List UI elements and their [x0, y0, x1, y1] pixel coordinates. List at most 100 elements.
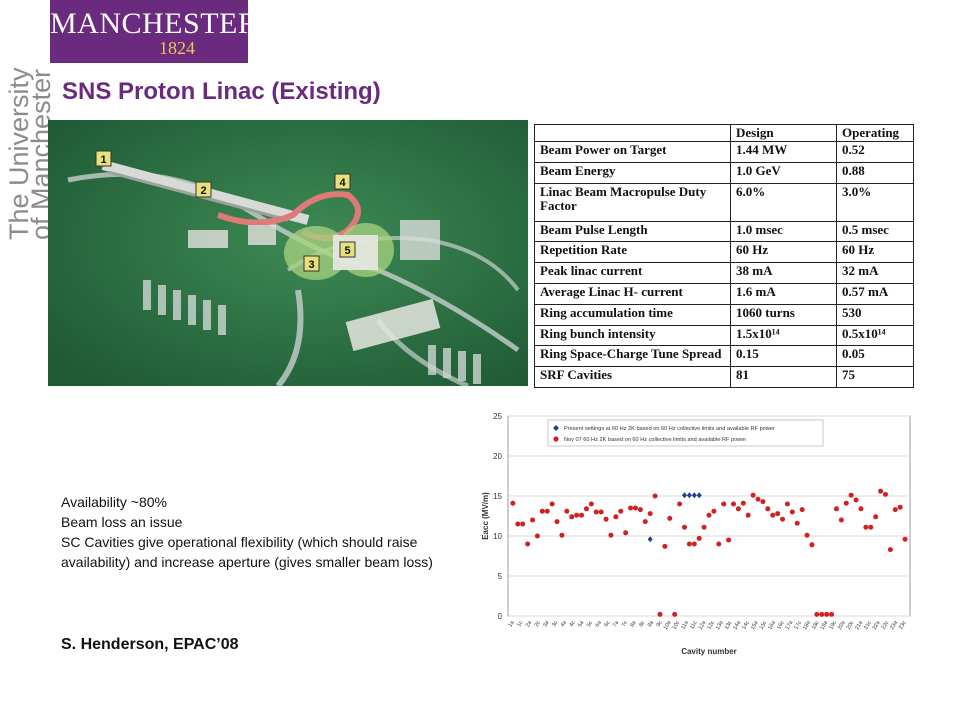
x-tick-label: 6c	[603, 620, 611, 628]
table-row: Beam Power on Target 1.44 MW 0.52	[534, 141, 914, 163]
data-point-nov07	[868, 524, 874, 530]
logo-name: MANCHESTER	[50, 7, 259, 40]
x-tick-label: 5a	[577, 619, 586, 628]
table-cell-design: 1.44 MW	[730, 141, 837, 163]
data-point-nov07	[755, 496, 761, 502]
parameter-table: Design Operating Beam Power on Target 1.4…	[534, 124, 914, 388]
x-tick-label: 23a	[889, 619, 899, 631]
y-tick-label: 10	[493, 532, 502, 541]
data-point-nov07	[887, 547, 893, 553]
x-axis-label: Cavity number	[681, 647, 737, 656]
table-cell-operating: 0.5 msec	[836, 220, 914, 243]
x-tick-label: 11c	[689, 620, 699, 631]
table-row: Ring accumulation time 1060 turns 530	[534, 303, 914, 326]
note-availability: Availability ~80%	[61, 494, 167, 510]
x-tick-label: 4c	[569, 620, 577, 628]
data-point-nov07	[672, 611, 678, 617]
y-axis-label: Eacc (MV/m)	[481, 492, 490, 540]
data-point-nov07	[525, 541, 531, 547]
data-point-nov07	[740, 500, 746, 506]
x-tick-label: 7a	[612, 619, 621, 628]
vertical-brand: The University of Manchester	[0, 67, 56, 240]
data-point-nov07	[686, 541, 692, 547]
table-cell-operating: 0.57 mA	[836, 282, 914, 305]
marker-1-label: 1	[100, 154, 106, 166]
data-point-nov07	[667, 515, 673, 521]
y-tick-label: 5	[498, 572, 503, 581]
data-point-nov07	[716, 541, 722, 547]
x-tick-label: 16c	[776, 620, 786, 631]
marker-1	[95, 150, 112, 167]
marker-5-label: 5	[344, 245, 350, 257]
data-point-present	[686, 492, 692, 499]
table-row: Beam Energy 1.0 GeV 0.88	[534, 161, 914, 184]
data-point-nov07	[637, 507, 643, 513]
x-tick-label: 18c	[811, 620, 821, 631]
data-point-nov07	[853, 497, 859, 503]
x-tick-label: 11a	[680, 619, 690, 630]
legend-marker-0	[553, 425, 559, 431]
data-point-nov07	[544, 508, 550, 514]
data-point-nov07	[618, 508, 624, 514]
x-tick-label: 7c	[621, 620, 629, 628]
data-point-nov07	[780, 516, 786, 522]
table-cell-operating: 32 mA	[836, 262, 914, 284]
table-cell-parameter: Average Linac H- current	[534, 282, 731, 305]
data-point-nov07	[789, 509, 795, 515]
table-row: Linac Beam Macropulse Duty Factor 6.0% 3.0…	[534, 182, 914, 222]
data-point-present	[681, 492, 687, 499]
data-point-nov07	[745, 512, 751, 518]
data-point-nov07	[902, 536, 908, 542]
data-point-nov07	[549, 501, 555, 507]
marker-2	[195, 181, 212, 198]
table-row: Peak linac current 38 mA 32 mA	[534, 262, 914, 284]
table-cell-operating: 75	[836, 366, 914, 388]
table-row: Ring bunch intensity 1.5x10¹⁴ 0.5x10¹⁴	[534, 324, 914, 347]
data-point-nov07	[608, 532, 614, 538]
data-point-nov07	[897, 504, 903, 510]
data-point-present	[647, 536, 653, 543]
data-point-nov07	[765, 506, 771, 512]
table-cell-design: 0.15	[730, 345, 837, 368]
data-point-nov07	[583, 506, 589, 512]
data-point-nov07	[784, 501, 790, 507]
y-tick-label: 20	[493, 452, 502, 461]
sns-site-aerial-image: 1 2 3 4 5	[48, 120, 528, 386]
table-cell-parameter: Ring bunch intensity	[534, 324, 731, 347]
data-point-nov07	[588, 501, 594, 507]
data-point-nov07	[603, 516, 609, 522]
table-cell-design: 1.5x10¹⁴	[730, 324, 837, 347]
table-cell-design: 38 mA	[730, 262, 837, 284]
table-cell-parameter: Repetition Rate	[534, 241, 731, 264]
x-tick-label: 12a	[698, 619, 708, 631]
table-header-parameter	[534, 124, 731, 142]
x-tick-label: 5c	[586, 620, 594, 628]
university-logo: MANCHESTER 1824	[50, 0, 259, 63]
x-tick-label: 17c	[794, 620, 804, 631]
table-cell-operating: 0.5x10¹⁴	[836, 324, 914, 347]
data-point-nov07	[711, 508, 717, 514]
data-point-nov07	[735, 506, 741, 512]
y-tick-label: 25	[493, 412, 502, 421]
data-point-nov07	[701, 524, 707, 530]
data-point-present	[691, 492, 697, 499]
data-point-nov07	[652, 493, 658, 499]
x-tick-label: 22a	[872, 619, 882, 631]
y-tick-label: 15	[493, 492, 502, 501]
marker-4	[334, 173, 351, 190]
marker-3	[303, 255, 320, 272]
data-point-nov07	[726, 537, 732, 543]
x-tick-label: 4a	[560, 619, 569, 628]
table-row: SRF Cavities 81 75	[534, 366, 914, 388]
x-tick-label: 20c	[846, 620, 856, 631]
table-cell-design: 1.0 msec	[730, 220, 837, 243]
table-header-row: Design Operating	[534, 124, 914, 142]
table-header-design: Design	[730, 124, 837, 142]
data-point-nov07	[677, 501, 683, 507]
table-cell-operating: 0.52	[836, 141, 914, 163]
x-tick-label: 9c	[656, 620, 664, 628]
table-cell-parameter: Beam Power on Target	[534, 141, 731, 163]
data-point-nov07	[642, 519, 648, 525]
table-cell-operating: 0.88	[836, 161, 914, 184]
data-point-nov07	[696, 535, 702, 541]
